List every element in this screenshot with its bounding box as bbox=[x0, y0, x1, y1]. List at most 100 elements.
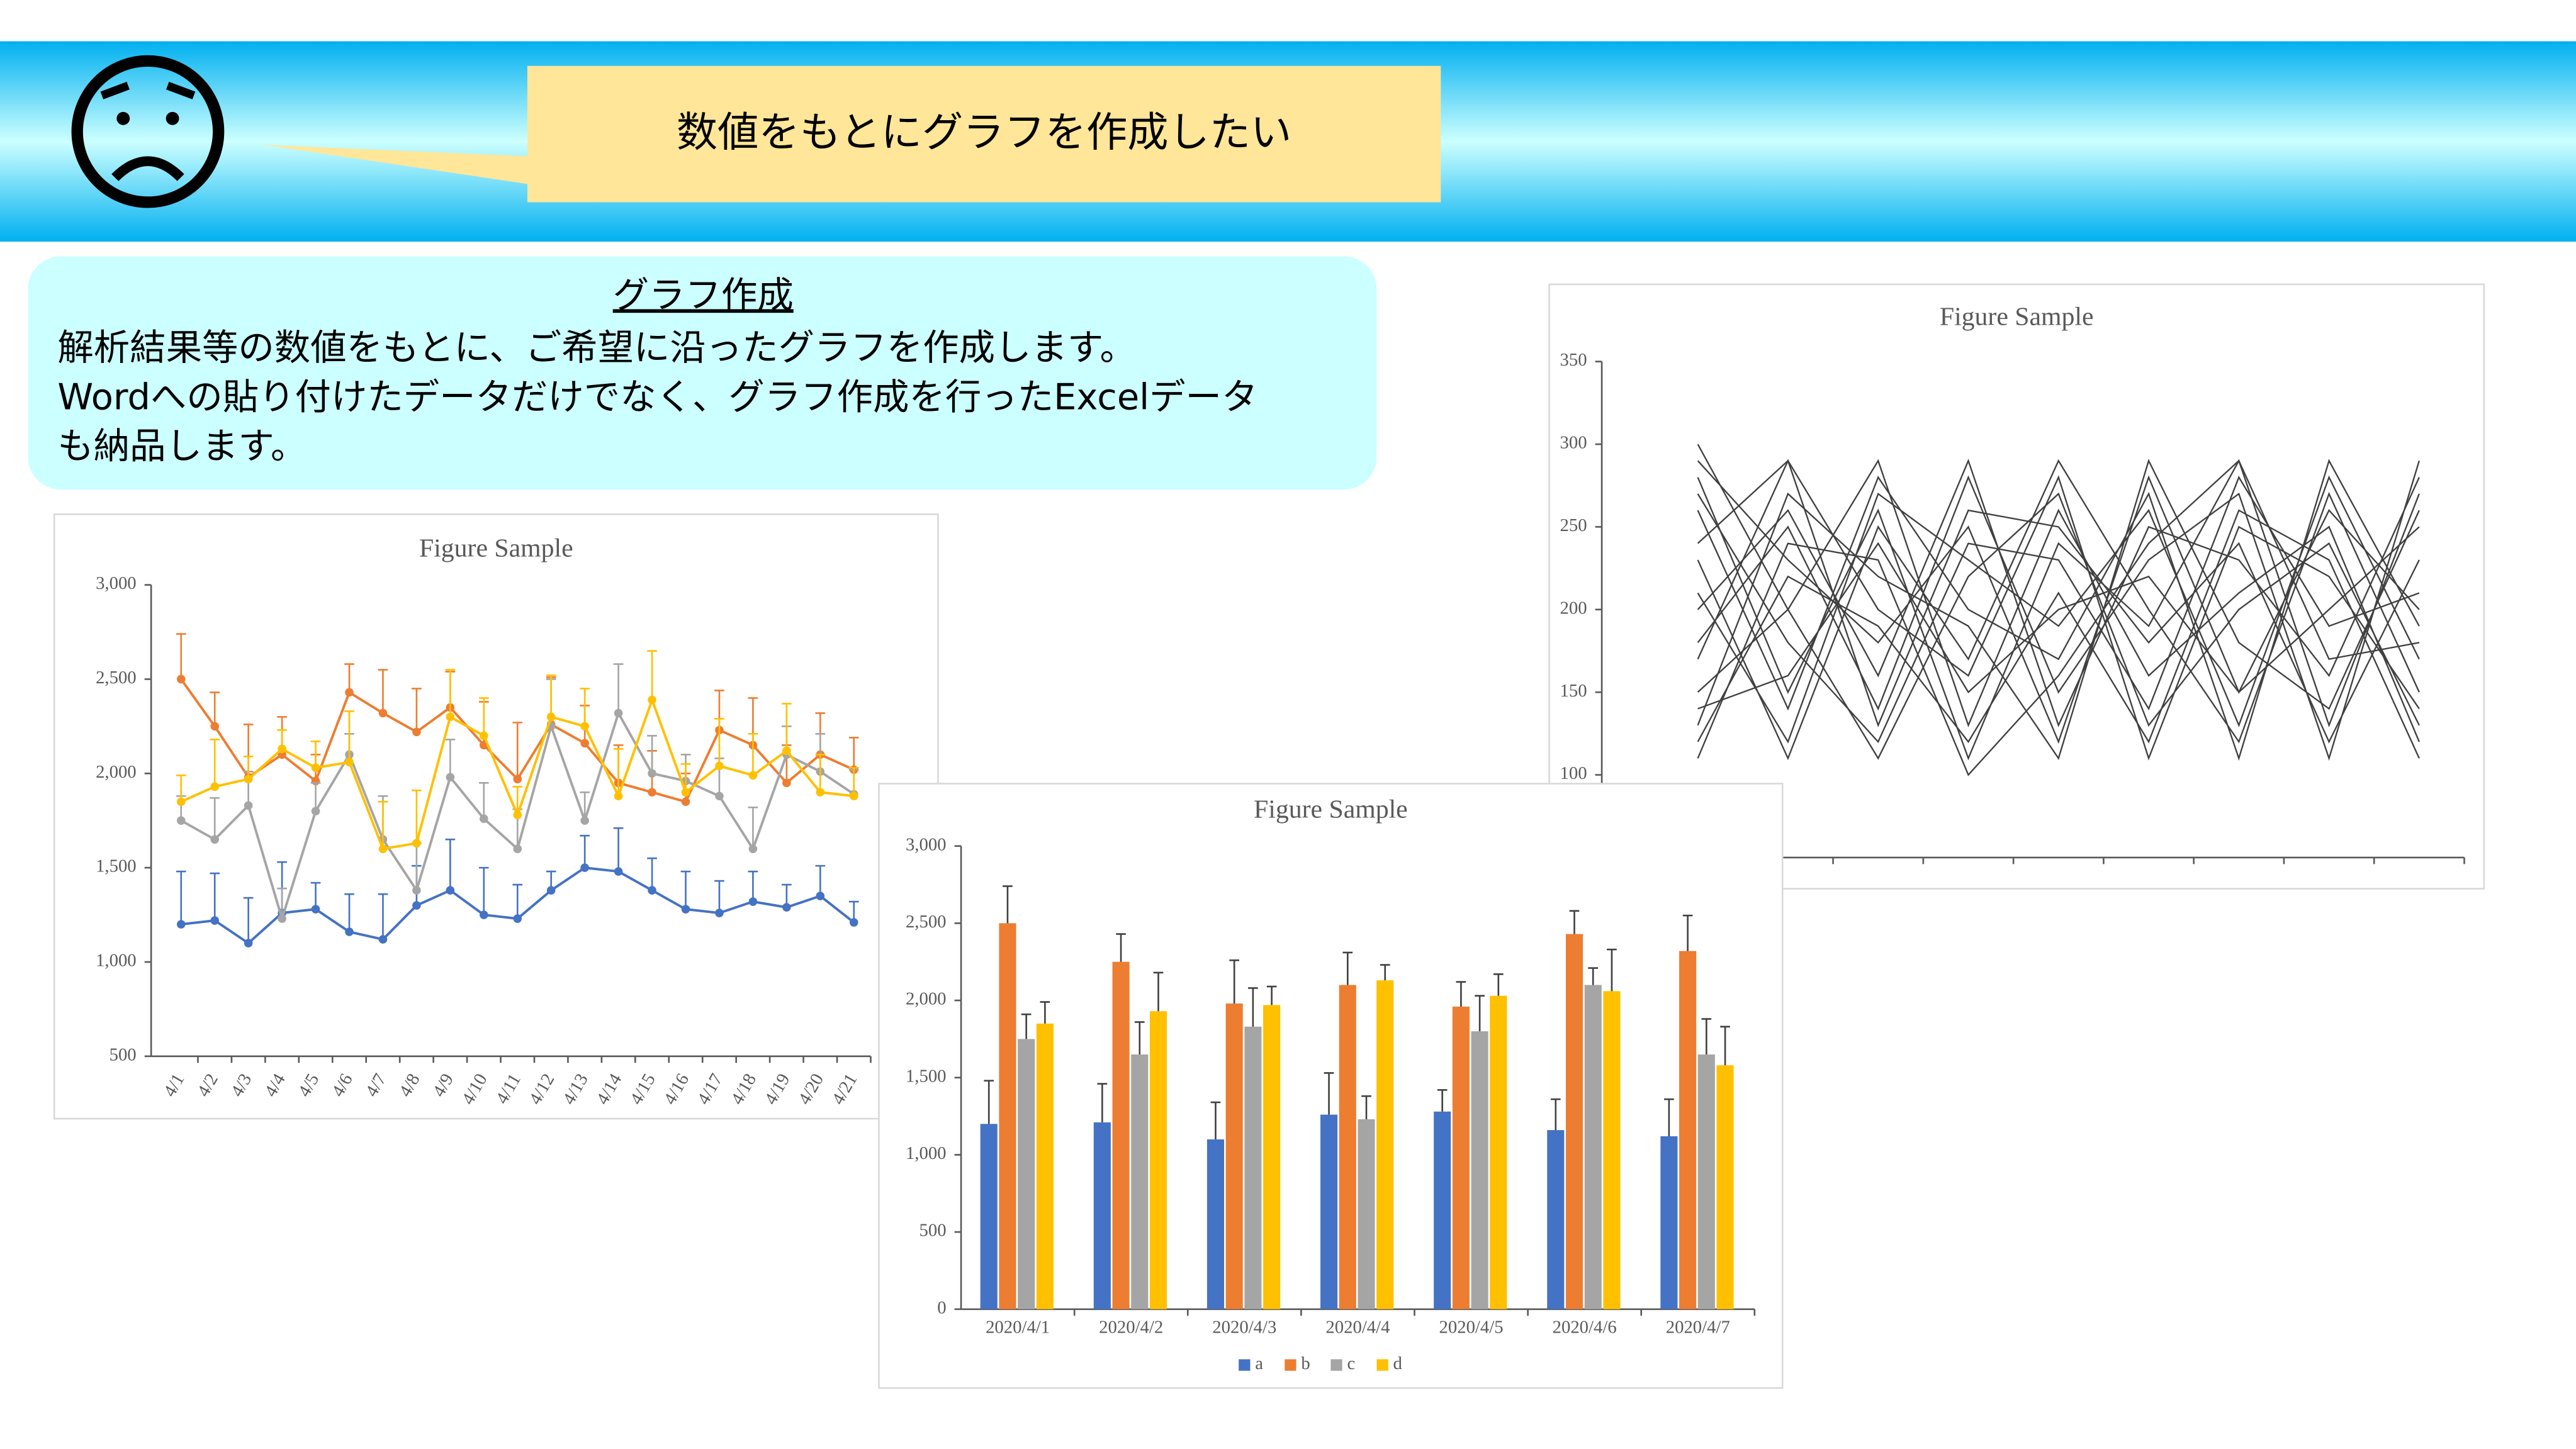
error-bar bbox=[1097, 1083, 1108, 1122]
error-bar bbox=[714, 718, 724, 766]
sad-face-icon bbox=[71, 55, 225, 208]
point bbox=[681, 788, 690, 797]
error-bar bbox=[1116, 933, 1126, 962]
point bbox=[345, 758, 354, 767]
point bbox=[580, 739, 589, 748]
point bbox=[244, 775, 253, 784]
error-bar bbox=[815, 754, 826, 793]
series-line bbox=[1697, 459, 2420, 761]
point bbox=[412, 901, 421, 910]
point bbox=[244, 801, 253, 810]
chart-title: Figure Sample bbox=[1254, 795, 1408, 824]
error-bar bbox=[1720, 1026, 1730, 1066]
legend-swatch bbox=[1376, 1359, 1388, 1371]
y-tick-label: 150 bbox=[1560, 681, 1587, 701]
error-bar bbox=[445, 669, 456, 717]
bar bbox=[1112, 961, 1130, 1309]
error-bar bbox=[478, 866, 489, 915]
error-bar bbox=[1550, 1098, 1561, 1131]
legend-label: a bbox=[1255, 1353, 1263, 1373]
error-bar bbox=[848, 737, 859, 770]
bar bbox=[1131, 1054, 1149, 1309]
series-line bbox=[1697, 444, 2420, 760]
point bbox=[278, 914, 286, 923]
x-tick-label: 2020/4/6 bbox=[1553, 1318, 1617, 1338]
error-bar bbox=[1380, 964, 1390, 981]
point bbox=[580, 722, 589, 731]
point bbox=[480, 814, 488, 823]
info-line: も納品します。 bbox=[57, 425, 307, 467]
point bbox=[513, 775, 522, 784]
error-bar bbox=[580, 791, 590, 821]
bar bbox=[1697, 1054, 1715, 1309]
point bbox=[378, 844, 388, 853]
bar bbox=[1263, 1005, 1281, 1309]
error-bar bbox=[1682, 914, 1693, 951]
y-tick-label: 0 bbox=[937, 1297, 946, 1318]
point bbox=[580, 816, 589, 825]
bar bbox=[1376, 980, 1394, 1309]
y-tick-label: 1,500 bbox=[96, 856, 137, 876]
legend-swatch bbox=[1239, 1359, 1251, 1371]
error-bar bbox=[176, 870, 186, 925]
point bbox=[513, 844, 522, 853]
error-bar bbox=[748, 733, 758, 776]
bar bbox=[1036, 1023, 1054, 1309]
speech-text: 数値をもとにグラフを作成したい bbox=[677, 108, 1291, 156]
x-tick-label: 2020/4/3 bbox=[1212, 1318, 1276, 1338]
point bbox=[648, 788, 656, 797]
point bbox=[681, 905, 690, 914]
error-bar bbox=[1210, 1101, 1221, 1139]
error-bar bbox=[412, 688, 422, 732]
y-tick-label: 300 bbox=[1560, 433, 1587, 453]
point bbox=[446, 712, 455, 722]
bar bbox=[1149, 1011, 1167, 1309]
error-bar bbox=[1569, 910, 1580, 934]
error-bar bbox=[412, 789, 422, 844]
error-bar bbox=[478, 781, 489, 819]
error-bar bbox=[1456, 981, 1466, 1007]
error-bar bbox=[1266, 985, 1277, 1005]
point bbox=[782, 903, 791, 912]
error-bar bbox=[210, 872, 220, 921]
error-bar bbox=[310, 741, 321, 768]
y-tick-label: 500 bbox=[919, 1221, 946, 1241]
bar bbox=[1660, 1136, 1678, 1309]
error-bar bbox=[647, 857, 657, 891]
point bbox=[816, 788, 825, 797]
error-bar bbox=[512, 785, 523, 815]
series-line bbox=[1697, 459, 2420, 760]
y-tick-label: 250 bbox=[1560, 515, 1587, 535]
legend-label: c bbox=[1347, 1353, 1355, 1373]
bar bbox=[1565, 934, 1583, 1309]
bar bbox=[1452, 1006, 1470, 1309]
error-bar bbox=[243, 897, 254, 943]
point bbox=[278, 744, 286, 754]
bar bbox=[999, 923, 1016, 1309]
bar bbox=[1679, 951, 1697, 1309]
legend-label: d bbox=[1393, 1353, 1402, 1373]
point bbox=[176, 797, 186, 807]
series-line bbox=[1697, 459, 2420, 776]
y-tick-label: 3,000 bbox=[96, 573, 137, 593]
point bbox=[480, 910, 488, 919]
error-bar bbox=[512, 722, 523, 780]
point bbox=[311, 905, 320, 914]
bar bbox=[1225, 1003, 1243, 1309]
point bbox=[648, 695, 656, 705]
point bbox=[244, 939, 253, 948]
point bbox=[681, 797, 690, 807]
error-bar bbox=[1701, 1018, 1712, 1055]
y-tick-label: 1,500 bbox=[906, 1066, 947, 1086]
point bbox=[513, 810, 522, 820]
info-title: グラフ作成 bbox=[613, 274, 794, 316]
error-bar bbox=[277, 887, 287, 919]
point bbox=[513, 914, 522, 923]
x-tick-label: 2020/4/7 bbox=[1666, 1318, 1730, 1338]
point bbox=[210, 722, 219, 731]
legend-label: b bbox=[1301, 1353, 1310, 1373]
error-bar bbox=[984, 1080, 994, 1124]
point bbox=[210, 916, 219, 925]
point bbox=[748, 844, 758, 853]
error-bar bbox=[478, 697, 489, 736]
